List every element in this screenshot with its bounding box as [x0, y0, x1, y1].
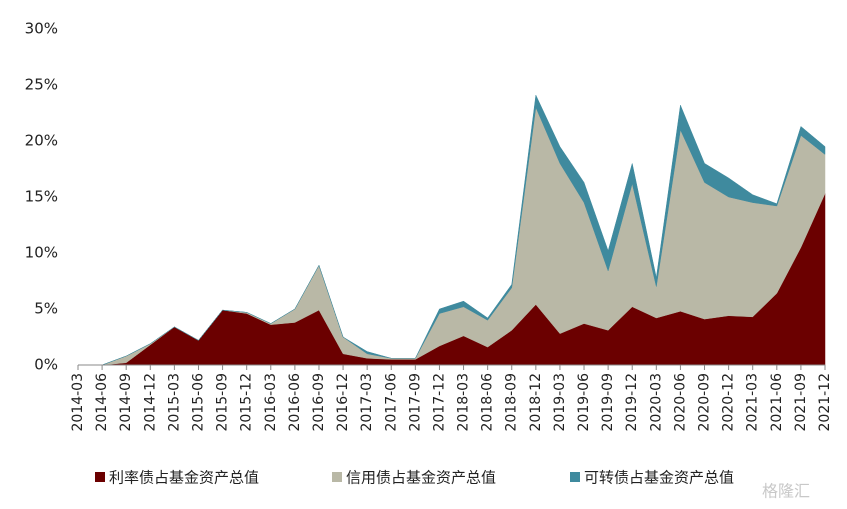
watermark: 格隆汇	[762, 482, 810, 501]
x-tick-label: 2019-06	[576, 373, 592, 432]
y-tick-label: 30%	[25, 20, 58, 38]
x-tick-label: 2016-09	[311, 373, 327, 432]
x-tick-label: 2017-12	[431, 373, 447, 432]
x-tick-label: 2017-06	[383, 373, 399, 432]
y-tick-label: 5%	[34, 300, 58, 318]
x-tick-label: 2017-03	[359, 373, 375, 432]
x-tick-label: 2018-09	[504, 373, 520, 432]
x-tick-label: 2017-09	[407, 373, 423, 432]
x-tick-label: 2019-09	[600, 373, 616, 432]
x-tick-label: 2021-03	[745, 373, 761, 432]
x-tick-label: 2018-03	[456, 373, 472, 432]
legend-swatch	[95, 472, 105, 482]
x-tick-label: 2014-12	[142, 373, 158, 432]
x-tick-label: 2014-06	[94, 373, 110, 432]
x-tick-label: 2015-09	[215, 373, 231, 432]
legend-swatch	[332, 472, 342, 482]
x-tick-label: 2020-12	[721, 373, 737, 432]
legend-swatch	[570, 472, 580, 482]
x-tick-label: 2021-09	[793, 373, 809, 432]
x-tick-label: 2020-06	[672, 373, 688, 432]
x-tick-label: 2015-06	[190, 373, 206, 432]
y-tick-label: 0%	[34, 356, 58, 374]
area	[78, 94, 826, 366]
x-tick-label: 2016-06	[287, 373, 303, 432]
legend-label: 信用债占基金资产总值	[346, 469, 496, 487]
x-tick-label: 2015-12	[239, 373, 255, 432]
x-tick-label: 2016-12	[335, 373, 351, 432]
x-tick-label: 2014-09	[118, 373, 134, 432]
x-tick-label: 2020-09	[697, 373, 713, 432]
y-tick-label: 25%	[25, 76, 58, 94]
x-tick-label: 2019-03	[552, 373, 568, 432]
y-tick-label: 10%	[25, 244, 58, 262]
x-tick-label: 2020-03	[648, 373, 664, 432]
x-tick-label: 2014-03	[70, 373, 86, 432]
y-tick-label: 20%	[25, 132, 58, 150]
x-tick-label: 2021-06	[769, 373, 785, 432]
legend-label: 利率债占基金资产总值	[109, 469, 259, 487]
x-tick-label: 2018-06	[480, 373, 496, 432]
x-tick-label: 2021-12	[817, 373, 833, 432]
x-tick-label: 2015-03	[166, 373, 182, 432]
legend-label: 可转债占基金资产总值	[584, 469, 734, 487]
y-tick-label: 15%	[25, 188, 58, 206]
x-tick-label: 2016-03	[263, 373, 279, 432]
x-tick-label: 2018-12	[528, 373, 544, 432]
x-tick-label: 2019-12	[624, 373, 640, 432]
